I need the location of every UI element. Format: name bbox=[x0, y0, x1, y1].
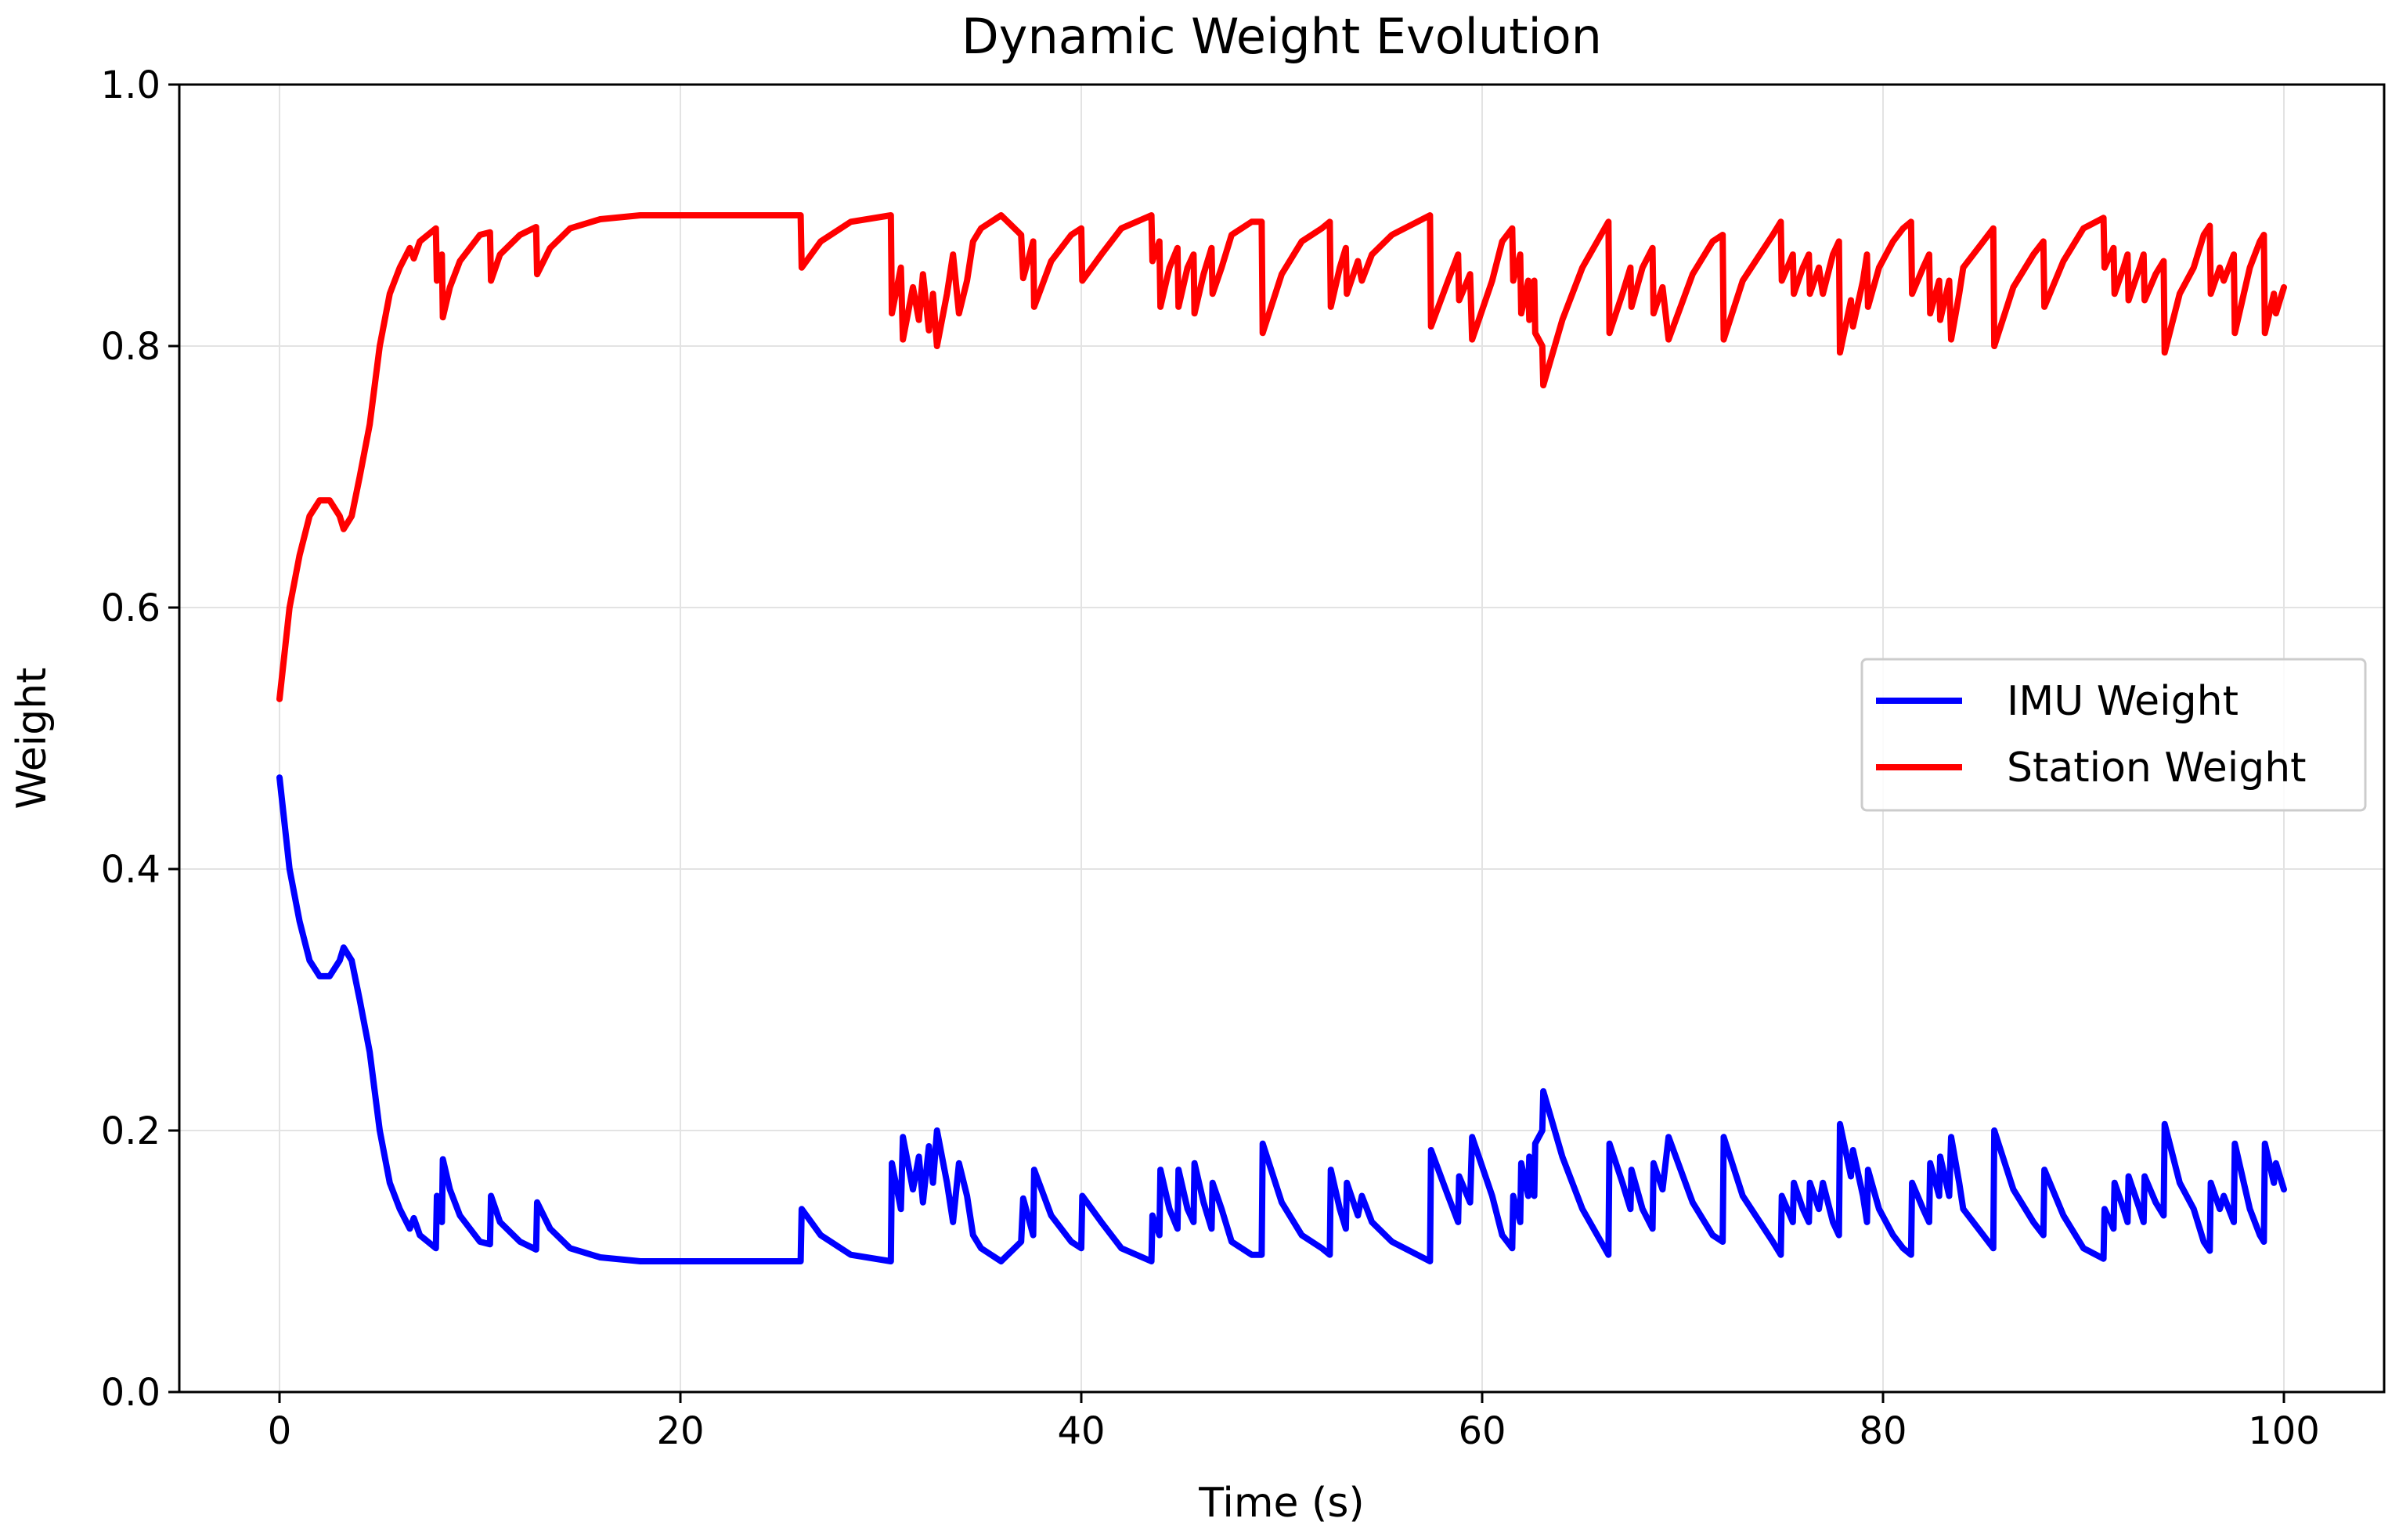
legend-box bbox=[1860, 658, 2367, 812]
x-tick-label: 60 bbox=[1458, 1409, 1506, 1453]
x-axis: 0 20 40 60 80 100 bbox=[268, 1392, 2320, 1453]
y-tick-label: 0.2 bbox=[101, 1109, 161, 1153]
y-axis-label: Weight bbox=[9, 667, 56, 809]
legend: IMU Weight Station Weight bbox=[1860, 658, 2367, 812]
legend-label-station-weight: Station Weight bbox=[2007, 745, 2307, 792]
series-line-imu-weight bbox=[276, 774, 2287, 1264]
x-axis-label: Time (s) bbox=[1198, 1480, 1364, 1527]
series-layer bbox=[276, 212, 2287, 1264]
x-tick-label: 40 bbox=[1057, 1409, 1105, 1453]
x-tick-label: 0 bbox=[268, 1409, 292, 1453]
x-tick-label: 100 bbox=[2248, 1409, 2320, 1453]
y-tick-label: 0.4 bbox=[101, 848, 161, 892]
plot-area-frame bbox=[178, 83, 2386, 1394]
x-tick-label: 20 bbox=[656, 1409, 704, 1453]
y-tick-label: 0.6 bbox=[101, 586, 161, 630]
y-tick-label: 1.0 bbox=[101, 63, 161, 107]
legend-label-imu-weight: IMU Weight bbox=[2007, 678, 2238, 725]
y-tick-label: 0.8 bbox=[101, 325, 161, 369]
y-axis: 0.0 0.2 0.4 0.6 0.8 1.0 bbox=[101, 63, 179, 1415]
y-tick-label: 0.0 bbox=[101, 1371, 161, 1415]
chart-title: Dynamic Weight Evolution bbox=[961, 8, 1602, 65]
x-tick-label: 80 bbox=[1859, 1409, 1907, 1453]
series-line-station-weight bbox=[276, 212, 2287, 702]
